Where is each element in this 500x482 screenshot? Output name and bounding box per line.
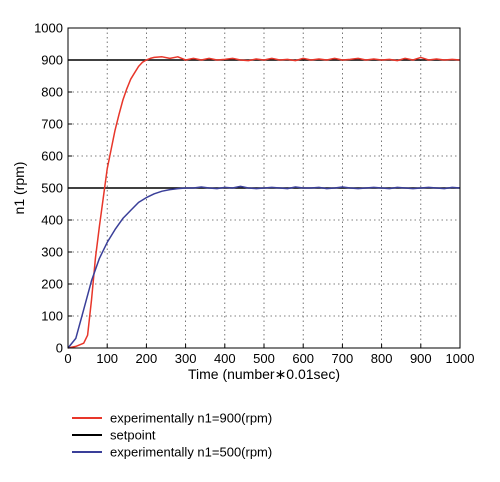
y-tick-label: 100	[41, 309, 63, 324]
x-tick-label: 600	[292, 351, 314, 366]
legend: experimentally n1=900(rpm) setpoint experi…	[72, 411, 272, 460]
x-tick-label: 500	[253, 351, 275, 366]
y-axis-label: n1 (rpm)	[11, 162, 27, 215]
x-axis-label: Time (number∗0.01sec)	[188, 366, 340, 382]
x-tick-label: 200	[136, 351, 158, 366]
x-tick-label: 800	[371, 351, 393, 366]
x-tick-label: 400	[214, 351, 236, 366]
y-tick-label: 600	[41, 149, 63, 164]
y-tick-label: 300	[41, 245, 63, 260]
plot-series	[67, 56, 461, 349]
y-tick-label: 200	[41, 277, 63, 292]
x-tick-label: 700	[332, 351, 354, 366]
x-tick-label: 300	[175, 351, 197, 366]
y-tick-label: 900	[41, 53, 63, 68]
legend-label-setpoint: setpoint	[110, 428, 156, 443]
legend-label-experimentally-n1-900-rpm: experimentally n1=900(rpm)	[110, 411, 272, 426]
y-tick-label: 500	[41, 181, 63, 196]
x-tick-label: 900	[410, 351, 432, 366]
x-tick-label: 1000	[446, 351, 475, 366]
axis-ticks: 0 100 200 300 400 500 600 700 800 900 1000 0 100 200 3…	[34, 21, 474, 367]
x-tick-label: 100	[96, 351, 118, 366]
y-tick-label: 800	[41, 85, 63, 100]
y-tick-label: 400	[41, 213, 63, 228]
y-tick-label: 700	[41, 117, 63, 132]
x-tick-label: 0	[64, 351, 71, 366]
y-tick-label: 0	[56, 341, 63, 356]
y-tick-label: 1000	[34, 21, 63, 36]
legend-label-experimentally-n1-500-rpm: experimentally n1=500(rpm)	[110, 445, 272, 460]
series-line-experimentally-n1-500-rpm	[67, 185, 461, 349]
series-line-experimentally-n1-900-rpm	[67, 56, 461, 349]
grid-lines	[68, 28, 460, 348]
